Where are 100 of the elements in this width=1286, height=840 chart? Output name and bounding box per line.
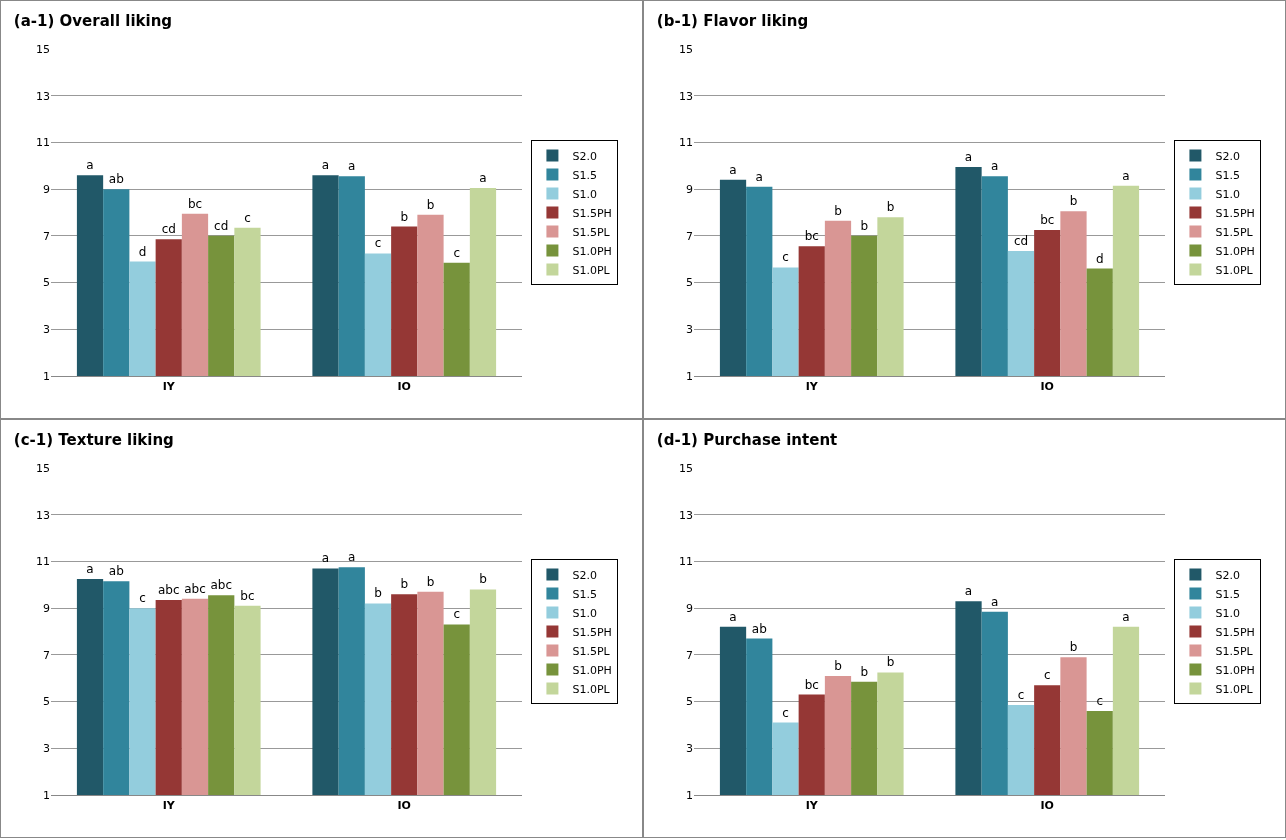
x-tick-label: IY bbox=[805, 799, 819, 813]
y-tick-label: 3 bbox=[686, 323, 693, 337]
legend-label: S1.0PH bbox=[572, 663, 612, 677]
legend-label: S2.0 bbox=[572, 568, 597, 582]
data-label: bc bbox=[804, 229, 819, 244]
data-label: b bbox=[479, 572, 487, 587]
legend-label: S2.0 bbox=[572, 149, 597, 163]
chart-title: (a-1) Overall liking bbox=[13, 12, 173, 31]
y-tick-label: 1 bbox=[686, 788, 693, 802]
y-tick-label: 3 bbox=[686, 742, 693, 756]
chart-title: (c-1) Texture liking bbox=[13, 431, 174, 450]
data-label: d bbox=[1095, 251, 1104, 266]
data-label: b bbox=[860, 664, 869, 679]
y-tick-label: 5 bbox=[43, 276, 50, 290]
data-label: a bbox=[1122, 168, 1130, 183]
data-label: a bbox=[755, 169, 763, 184]
legend-label: S2.0 bbox=[1215, 149, 1240, 163]
y-tick-label: 5 bbox=[43, 695, 50, 709]
data-label: b bbox=[860, 218, 869, 233]
x-tick-label: IY bbox=[162, 380, 176, 394]
y-tick-label: 15 bbox=[679, 461, 693, 475]
data-label: a bbox=[991, 594, 999, 609]
y-tick-label: 11 bbox=[679, 136, 693, 150]
y-tick-label: 13 bbox=[679, 508, 693, 522]
data-label: c bbox=[374, 236, 382, 251]
legend-label: S1.5PL bbox=[1215, 644, 1254, 658]
y-tick-label: 13 bbox=[36, 89, 50, 103]
data-label: b bbox=[374, 586, 382, 601]
legend-label: S2.0 bbox=[1215, 568, 1240, 582]
data-label: a bbox=[86, 158, 94, 173]
chart-title: (b-1) Flavor liking bbox=[656, 12, 809, 31]
legend-label: S1.0 bbox=[572, 606, 597, 620]
data-label: c bbox=[453, 607, 461, 622]
legend-label: S1.5 bbox=[1215, 168, 1240, 182]
y-tick-label: 7 bbox=[686, 229, 693, 243]
legend-label: S1.5PH bbox=[1215, 625, 1255, 639]
data-label: c bbox=[453, 245, 461, 260]
data-label: a bbox=[321, 158, 330, 173]
data-label: c bbox=[1043, 668, 1051, 683]
data-label: ab bbox=[108, 172, 124, 187]
data-label: abc bbox=[184, 581, 206, 596]
legend-label: S1.0 bbox=[1215, 606, 1240, 620]
x-tick-label: IO bbox=[397, 799, 411, 813]
legend-label: S1.0 bbox=[572, 187, 597, 201]
data-label: d bbox=[138, 244, 147, 259]
data-label: a bbox=[1122, 609, 1130, 624]
data-label: a bbox=[991, 159, 999, 174]
x-tick-label: IO bbox=[397, 380, 411, 394]
y-tick-label: 9 bbox=[43, 182, 50, 196]
data-label: bc bbox=[1040, 213, 1055, 228]
legend-label: S1.5PH bbox=[572, 206, 612, 220]
y-tick-label: 1 bbox=[43, 369, 50, 383]
data-label: a bbox=[729, 609, 737, 624]
data-label: b bbox=[426, 574, 435, 589]
data-label: a bbox=[348, 159, 356, 174]
legend-label: S1.5PH bbox=[572, 625, 612, 639]
data-label: b bbox=[426, 197, 435, 212]
data-label: a bbox=[729, 162, 737, 177]
data-label: b bbox=[886, 655, 895, 670]
data-label: c bbox=[1017, 688, 1025, 703]
data-label: b bbox=[1069, 640, 1078, 655]
legend-label: S1.0PL bbox=[572, 263, 611, 277]
data-label: bc bbox=[804, 677, 819, 692]
legend-label: S1.0PH bbox=[572, 244, 612, 258]
data-label: a bbox=[964, 584, 973, 599]
legend-label: S1.5PH bbox=[1215, 206, 1255, 220]
legend-label: S1.5PL bbox=[572, 225, 611, 239]
chart-title: (d-1) Purchase intent bbox=[656, 431, 838, 450]
y-tick-label: 9 bbox=[686, 182, 693, 196]
legend-label: S1.0PL bbox=[1215, 682, 1254, 696]
y-tick-label: 5 bbox=[686, 276, 693, 290]
y-tick-label: 13 bbox=[36, 508, 50, 522]
y-tick-label: 5 bbox=[686, 695, 693, 709]
legend-label: S1.0PL bbox=[1215, 263, 1254, 277]
x-tick-label: IY bbox=[805, 380, 819, 394]
data-label: a bbox=[964, 149, 973, 164]
y-tick-label: 1 bbox=[686, 369, 693, 383]
y-tick-label: 15 bbox=[36, 42, 50, 56]
x-tick-label: IY bbox=[162, 799, 176, 813]
y-tick-label: 9 bbox=[686, 601, 693, 615]
data-label: cd bbox=[161, 222, 176, 237]
data-label: bc bbox=[187, 196, 203, 211]
x-tick-label: IO bbox=[1040, 799, 1054, 813]
data-label: b bbox=[834, 658, 842, 673]
legend-label: S1.5 bbox=[572, 587, 597, 601]
y-tick-label: 7 bbox=[43, 648, 50, 662]
data-label: a bbox=[348, 550, 356, 565]
legend-label: S1.0PL bbox=[572, 682, 611, 696]
data-label: c bbox=[1096, 693, 1104, 708]
data-label: c bbox=[244, 210, 251, 225]
y-tick-label: 15 bbox=[679, 42, 693, 56]
data-label: b bbox=[400, 209, 409, 224]
data-label: a bbox=[86, 561, 94, 576]
legend-label: S1.5PL bbox=[572, 644, 611, 658]
data-label: cd bbox=[1013, 234, 1029, 249]
data-label: ab bbox=[108, 564, 124, 579]
x-tick-label: IO bbox=[1040, 380, 1054, 394]
data-label: b bbox=[1069, 194, 1078, 209]
legend-label: S1.0PH bbox=[1215, 244, 1255, 258]
data-label: b bbox=[400, 577, 409, 592]
